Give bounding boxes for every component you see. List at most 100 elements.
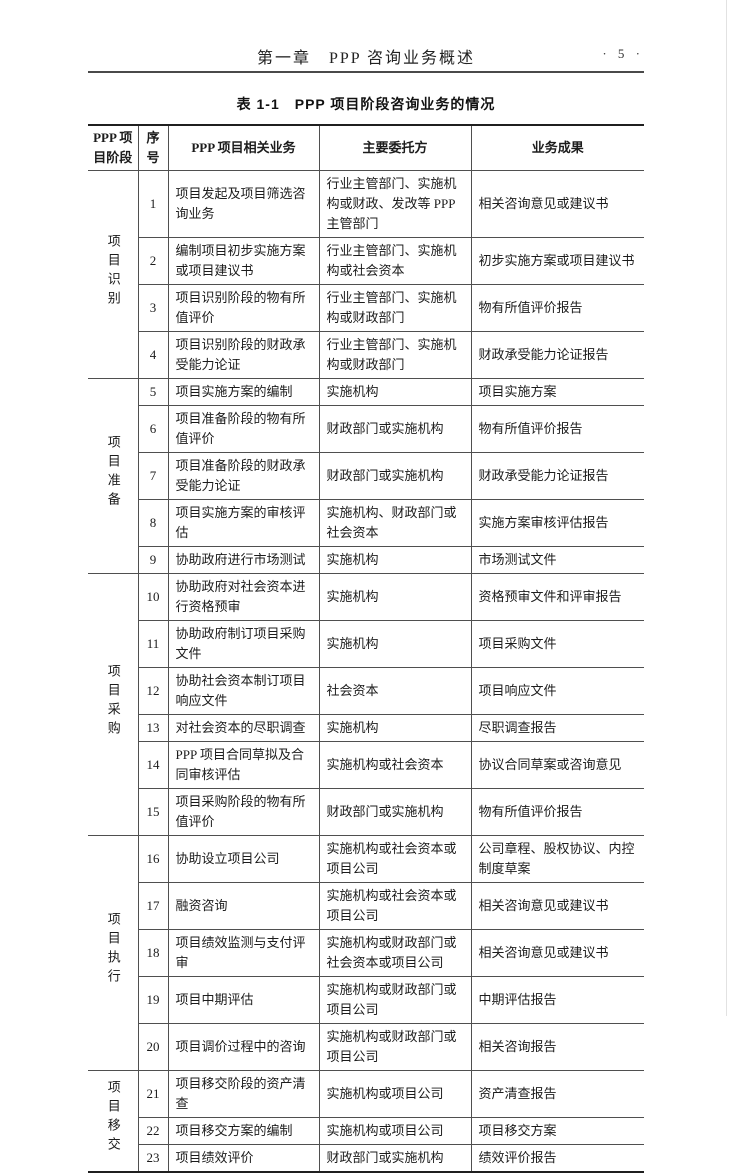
client-cell: 实施机构、财政部门或社会资本 bbox=[319, 499, 472, 547]
result-cell: 市场测试文件 bbox=[471, 546, 644, 574]
result-cell: 财政承受能力论证报告 bbox=[471, 452, 644, 500]
row-number: 6 bbox=[138, 405, 169, 453]
table-header: PPP 项目阶段 序号 PPP 项目相关业务 主要委托方 业务成果 bbox=[88, 124, 644, 171]
client-cell: 行业主管部门、实施机构或社会资本 bbox=[319, 237, 472, 285]
table-row: 3 项目识别阶段的物有所值评价 行业主管部门、实施机构或财政部门 物有所值评价报告 bbox=[88, 284, 644, 332]
table-body: 项目识别 1 项目发起及项目筛选咨询业务 行业主管部门、实施机构或财政、发改等 PPP… bbox=[88, 170, 644, 1173]
row-number: 13 bbox=[138, 714, 169, 742]
row-number: 14 bbox=[138, 741, 169, 789]
stage-cell: 项目移交 bbox=[88, 1070, 139, 1173]
row-number: 11 bbox=[138, 620, 169, 668]
business-cell: 项目采购阶段的物有所值评价 bbox=[168, 788, 320, 836]
client-cell: 实施机构或社会资本 bbox=[319, 741, 472, 789]
table-row: 22 项目移交方案的编制 实施机构或项目公司 项目移交方案 bbox=[88, 1117, 644, 1145]
business-cell: 协助设立项目公司 bbox=[168, 835, 320, 883]
client-cell: 行业主管部门、实施机构或财政、发改等 PPP 主管部门 bbox=[319, 170, 472, 238]
business-cell: 项目移交阶段的资产清查 bbox=[168, 1070, 320, 1118]
result-cell: 物有所值评价报告 bbox=[471, 405, 644, 453]
row-number: 8 bbox=[138, 499, 169, 547]
ppp-consulting-table: PPP 项目阶段 序号 PPP 项目相关业务 主要委托方 业务成果 项目识别 1 项… bbox=[88, 124, 644, 1173]
business-cell: 协助社会资本制订项目响应文件 bbox=[168, 667, 320, 715]
row-number: 10 bbox=[138, 573, 169, 621]
client-cell: 行业主管部门、实施机构或财政部门 bbox=[319, 284, 472, 332]
chapter-title: 第一章 PPP 咨询业务概述 bbox=[256, 50, 476, 67]
client-cell: 实施机构或项目公司 bbox=[319, 1070, 472, 1118]
result-cell: 财政承受能力论证报告 bbox=[471, 331, 644, 379]
business-cell: 项目中期评估 bbox=[168, 976, 320, 1024]
client-cell: 财政部门或实施机构 bbox=[319, 405, 472, 453]
table-row: 项目移交 21 项目移交阶段的资产清查 实施机构或项目公司 资产清查报告 bbox=[88, 1070, 644, 1173]
client-cell: 实施机构 bbox=[319, 573, 472, 621]
client-cell: 实施机构 bbox=[319, 620, 472, 668]
row-number: 3 bbox=[138, 284, 169, 332]
table-row: 13 对社会资本的尽职调查 实施机构 尽职调查报告 bbox=[88, 714, 644, 742]
stage-label: 项目执行 bbox=[105, 912, 121, 988]
stage-label: 项目移交 bbox=[105, 1080, 121, 1156]
result-cell: 相关咨询报告 bbox=[471, 1023, 644, 1071]
row-number: 5 bbox=[138, 378, 169, 406]
result-cell: 相关咨询意见或建议书 bbox=[471, 170, 644, 238]
client-cell: 实施机构或财政部门或社会资本或项目公司 bbox=[319, 929, 472, 977]
table-row: 15 项目采购阶段的物有所值评价 财政部门或实施机构 物有所值评价报告 bbox=[88, 788, 644, 836]
result-cell: 绩效评价报告 bbox=[471, 1144, 644, 1173]
table-row: 23 项目绩效评价 财政部门或实施机构 绩效评价报告 bbox=[88, 1144, 644, 1173]
business-cell: 协助政府制订项目采购文件 bbox=[168, 620, 320, 668]
row-number: 1 bbox=[138, 170, 169, 238]
header-rule bbox=[88, 71, 644, 73]
table-row: 9 协助政府进行市场测试 实施机构 市场测试文件 bbox=[88, 546, 644, 574]
stage-label: 项目采购 bbox=[105, 663, 121, 740]
result-cell: 相关咨询意见或建议书 bbox=[471, 929, 644, 977]
result-cell: 资格预审文件和评审报告 bbox=[471, 573, 644, 621]
table-row: 6 项目准备阶段的物有所值评价 财政部门或实施机构 物有所值评价报告 bbox=[88, 405, 644, 453]
row-number: 7 bbox=[138, 452, 169, 500]
table-row: 项目采购 10 协助政府对社会资本进行资格预审 实施机构 资格预审文件和评审报告 bbox=[88, 573, 644, 836]
client-cell: 实施机构 bbox=[319, 546, 472, 574]
stage-cell: 项目准备 bbox=[88, 378, 139, 574]
client-cell: 实施机构或财政部门或项目公司 bbox=[319, 1023, 472, 1071]
page-scan-edge bbox=[726, 0, 727, 1016]
business-cell: 融资咨询 bbox=[168, 882, 320, 930]
result-cell: 初步实施方案或项目建议书 bbox=[471, 237, 644, 285]
result-cell: 协议合同草案或咨询意见 bbox=[471, 741, 644, 789]
header-row: PPP 项目阶段 序号 PPP 项目相关业务 主要委托方 业务成果 bbox=[88, 124, 644, 171]
header-no: 序号 bbox=[138, 124, 169, 171]
row-number: 2 bbox=[138, 237, 169, 285]
table-row: 19 项目中期评估 实施机构或财政部门或项目公司 中期评估报告 bbox=[88, 976, 644, 1024]
table-row: 4 项目识别阶段的财政承受能力论证 行业主管部门、实施机构或财政部门 财政承受能力论证… bbox=[88, 331, 644, 379]
business-cell: 项目移交方案的编制 bbox=[168, 1117, 320, 1145]
row-number: 16 bbox=[138, 835, 169, 883]
header-result: 业务成果 bbox=[471, 124, 644, 171]
business-cell: 项目绩效评价 bbox=[168, 1144, 320, 1173]
result-cell: 物有所值评价报告 bbox=[471, 284, 644, 332]
row-number: 15 bbox=[138, 788, 169, 836]
business-cell: 项目绩效监测与支付评审 bbox=[168, 929, 320, 977]
stage-cell: 项目识别 bbox=[88, 170, 139, 379]
client-cell: 行业主管部门、实施机构或财政部门 bbox=[319, 331, 472, 379]
client-cell: 实施机构或社会资本或项目公司 bbox=[319, 882, 472, 930]
client-cell: 实施机构 bbox=[319, 378, 472, 406]
business-cell: 项目实施方案的编制 bbox=[168, 378, 320, 406]
business-cell: 项目准备阶段的物有所值评价 bbox=[168, 405, 320, 453]
business-cell: 对社会资本的尽职调查 bbox=[168, 714, 320, 742]
row-number: 21 bbox=[138, 1070, 169, 1118]
row-number: 22 bbox=[138, 1117, 169, 1145]
business-cell: 编制项目初步实施方案或项目建议书 bbox=[168, 237, 320, 285]
stage-cell: 项目采购 bbox=[88, 573, 139, 836]
row-number: 19 bbox=[138, 976, 169, 1024]
business-cell: 项目发起及项目筛选咨询业务 bbox=[168, 170, 320, 238]
result-cell: 实施方案审核评估报告 bbox=[471, 499, 644, 547]
header-client: 主要委托方 bbox=[319, 124, 472, 171]
page-number: · 5 · bbox=[602, 46, 644, 61]
table-row: 2 编制项目初步实施方案或项目建议书 行业主管部门、实施机构或社会资本 初步实施方案或… bbox=[88, 237, 644, 285]
running-head: 第一章 PPP 咨询业务概述 · 5 · bbox=[88, 0, 644, 73]
row-number: 18 bbox=[138, 929, 169, 977]
business-cell: 项目调价过程中的咨询 bbox=[168, 1023, 320, 1071]
result-cell: 项目采购文件 bbox=[471, 620, 644, 668]
table-row: 18 项目绩效监测与支付评审 实施机构或财政部门或社会资本或项目公司 相关咨询意见或建… bbox=[88, 929, 644, 977]
table-row: 项目识别 1 项目发起及项目筛选咨询业务 行业主管部门、实施机构或财政、发改等 PPP… bbox=[88, 170, 644, 379]
result-cell: 物有所值评价报告 bbox=[471, 788, 644, 836]
table-row: 20 项目调价过程中的咨询 实施机构或财政部门或项目公司 相关咨询报告 bbox=[88, 1023, 644, 1071]
row-number: 20 bbox=[138, 1023, 169, 1071]
book-page: 第一章 PPP 咨询业务概述 · 5 · 表 1-1 PPP 项目阶段咨询业务的… bbox=[88, 0, 727, 1173]
stage-label: 项目识别 bbox=[105, 233, 121, 310]
